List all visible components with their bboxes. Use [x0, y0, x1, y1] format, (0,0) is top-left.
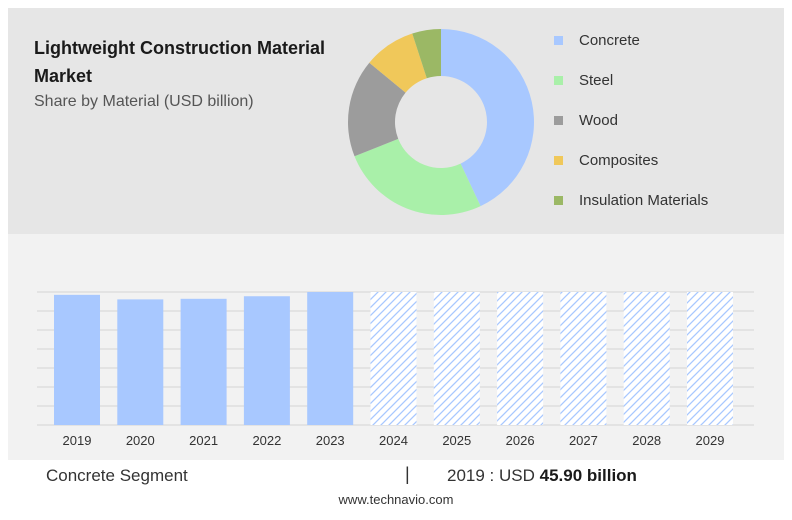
- forecast-bar-2025: [433, 292, 480, 425]
- forecast-bar-2029: [687, 292, 733, 425]
- x-tick-label: 2022: [252, 433, 281, 448]
- x-tick-label: 2023: [316, 433, 345, 448]
- x-tick-label: 2027: [569, 433, 598, 448]
- donut-slice-insulation-materials: [412, 29, 441, 79]
- donut-chart: [348, 29, 534, 215]
- forecast-bar-2027: [560, 292, 607, 425]
- legend-swatch: [554, 155, 563, 165]
- bar-2023: [307, 292, 354, 425]
- donut-slice-steel: [354, 138, 481, 215]
- donut-slice-composites: [369, 33, 427, 93]
- legend-item: Steel: [548, 56, 778, 104]
- bar-2019: [54, 294, 100, 425]
- legend-item: Wood: [548, 96, 778, 144]
- source-site: www.technavio.com: [338, 492, 454, 507]
- legend: Concrete Steel Wood Composites Insulation Ma…: [548, 16, 778, 224]
- forecast-bar-2026: [497, 292, 544, 425]
- legend-swatch: [554, 195, 563, 205]
- x-tick-label: 2028: [632, 433, 661, 448]
- segment-value-number: 45.90 billion: [539, 466, 637, 485]
- bar-chart: 2019 2020 2021 2022 2023 2024 2025 2026 2027 2028…: [37, 291, 754, 448]
- donut-slice-wood: [348, 62, 406, 157]
- x-tick-label: 2024: [379, 433, 408, 448]
- donut-slice-concrete: [441, 29, 534, 207]
- legend-label: Concrete: [579, 31, 640, 49]
- segment-label: Concrete Segment: [46, 466, 188, 485]
- legend-item: Concrete: [548, 16, 778, 64]
- legend-swatch: [554, 75, 563, 85]
- bar-2022: [243, 296, 290, 425]
- legend-label: Composites: [579, 151, 659, 169]
- segment-value: 2019 : USD 45.90 billion: [447, 466, 637, 486]
- legend-swatch: [554, 35, 563, 45]
- x-tick-label: 2020: [126, 433, 155, 448]
- segment-year-label: 2019 : USD: [447, 466, 535, 485]
- legend-item: Insulation Materials: [548, 176, 778, 224]
- x-tick-label: 2021: [189, 433, 218, 448]
- bar-2021: [180, 298, 227, 425]
- forecast-bar-2024: [370, 292, 417, 425]
- chart-subtitle: Share by Material (USD billion): [34, 93, 254, 110]
- footer-separator: |: [405, 464, 410, 484]
- x-tick-label: 2019: [63, 433, 92, 448]
- legend-label: Insulation Materials: [579, 191, 709, 209]
- legend-item: Composites: [548, 136, 778, 184]
- x-tick-label: 2025: [442, 433, 471, 448]
- legend-swatch: [554, 115, 563, 125]
- x-tick-label: 2026: [506, 433, 535, 448]
- legend-label: Wood: [579, 111, 618, 129]
- chart-title: Lightweight Construction Material Market: [34, 38, 325, 86]
- forecast-bar-2028: [623, 292, 670, 425]
- bar-2020: [117, 299, 164, 425]
- x-tick-label: 2029: [696, 433, 725, 448]
- legend-label: Steel: [579, 71, 614, 89]
